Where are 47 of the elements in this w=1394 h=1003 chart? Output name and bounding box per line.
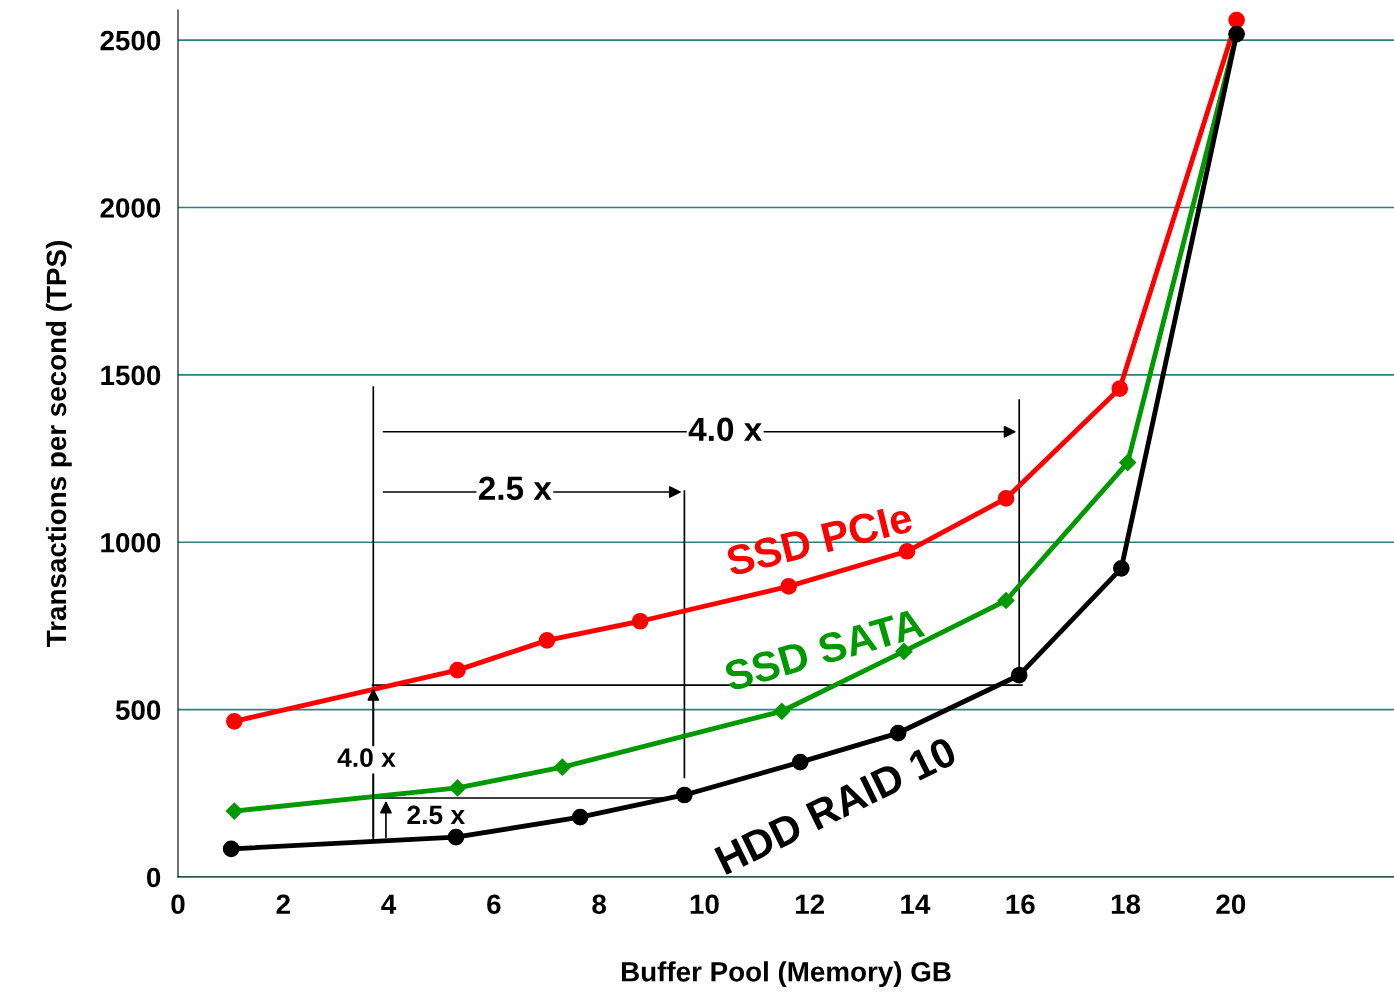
point — [997, 591, 1015, 610]
x-tick-label: 4 — [381, 894, 397, 914]
text: SSD PCIe — [724, 502, 914, 577]
point — [448, 779, 467, 797]
x-tick-label: 6 — [487, 894, 501, 915]
point — [676, 786, 693, 804]
annotation: 2.5 x — [478, 476, 552, 501]
point — [225, 713, 243, 730]
x-tick-label: 0 — [171, 894, 185, 915]
x-tick-label: 18 — [1111, 894, 1141, 915]
x-tick-label: 16 — [1006, 894, 1035, 915]
annotation: 2.5 x — [407, 805, 465, 825]
y-tick-label: 500 — [115, 700, 161, 720]
x-tick-label: 12 — [795, 894, 825, 914]
text: HDD RAID 10 — [713, 735, 958, 876]
point — [1228, 11, 1245, 29]
point — [773, 702, 791, 720]
y-tick-label: 0 — [146, 867, 161, 888]
y-tick-label: 1500 — [101, 365, 161, 386]
point — [447, 828, 465, 846]
x-tick-label: 8 — [592, 894, 606, 915]
point — [631, 612, 649, 630]
point — [997, 490, 1015, 507]
point — [1112, 560, 1130, 577]
annotation: 4.0 x — [688, 417, 763, 442]
point — [571, 808, 589, 826]
point — [449, 661, 466, 679]
x-tick-label: 14 — [901, 894, 931, 914]
point — [538, 631, 556, 649]
y-axis-title: Transactions per second (TPS) — [45, 241, 72, 647]
x-axis-title: Buffer Pool (Memory) GB — [621, 961, 951, 988]
x-tick-label: 20 — [1216, 894, 1246, 915]
point — [889, 724, 907, 742]
text: SSD SATA — [722, 607, 926, 692]
point — [225, 802, 243, 820]
y-tick-label: 2000 — [100, 198, 161, 218]
point — [1010, 666, 1028, 684]
point — [1119, 454, 1137, 472]
point — [222, 840, 240, 858]
point — [1111, 380, 1129, 397]
point — [553, 758, 571, 776]
annotation: 4.0 x — [337, 748, 396, 768]
x-tick-label: 2 — [276, 894, 290, 914]
x-tick-label: 10 — [690, 894, 719, 915]
y-tick-label: 1000 — [101, 532, 161, 553]
y-tick-label: 2500 — [100, 30, 161, 51]
point — [780, 578, 797, 595]
